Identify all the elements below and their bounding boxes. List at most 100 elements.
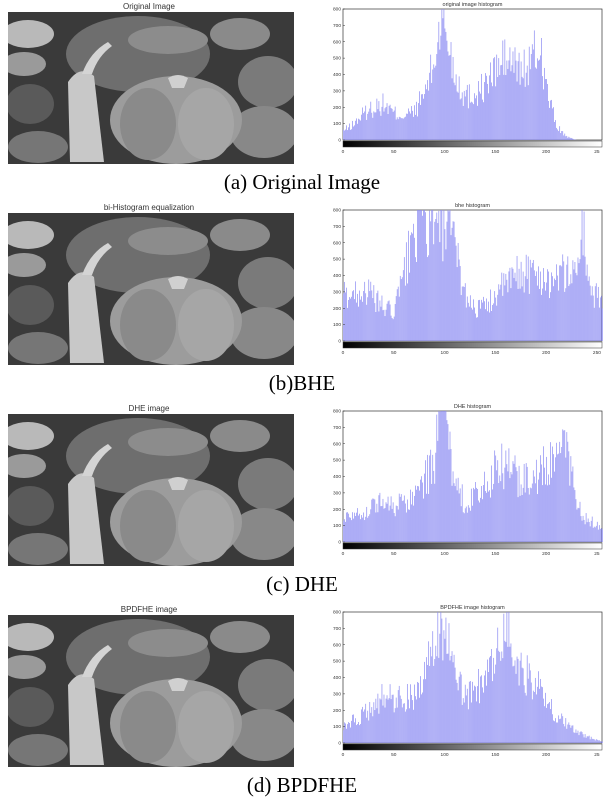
histogram-bar bbox=[394, 304, 396, 341]
histogram-bar bbox=[360, 299, 361, 341]
histogram-bar bbox=[557, 722, 559, 743]
histogram-bar bbox=[516, 656, 518, 743]
histogram-bar bbox=[531, 483, 533, 542]
histogram-bar bbox=[486, 75, 487, 140]
histogram-bar bbox=[426, 89, 427, 140]
histogram-bar bbox=[592, 295, 594, 341]
histogram-title: BPDFHE image histogram bbox=[440, 605, 505, 611]
histogram-bar bbox=[504, 467, 506, 542]
histogram-bar bbox=[415, 696, 416, 743]
histogram-bar bbox=[344, 281, 345, 341]
histogram-bar bbox=[345, 129, 346, 140]
histogram-bar bbox=[514, 660, 516, 743]
histogram-bar bbox=[572, 725, 574, 743]
histogram-bar bbox=[427, 80, 429, 140]
histogram-bar bbox=[539, 288, 540, 341]
histogram-bar bbox=[417, 210, 418, 341]
histogram-bar bbox=[421, 476, 422, 542]
histogram-bar bbox=[486, 492, 487, 542]
histogram-bar bbox=[363, 512, 365, 542]
y-tick-label: 300 bbox=[333, 88, 341, 94]
y-tick-label: 300 bbox=[333, 691, 341, 697]
peppers-photo bbox=[8, 615, 294, 767]
histogram-bar bbox=[519, 495, 521, 542]
histogram-bar bbox=[423, 679, 424, 743]
histogram-bar bbox=[442, 660, 444, 743]
histogram-bar bbox=[343, 730, 344, 743]
histogram-bar bbox=[466, 688, 468, 743]
histogram-bar bbox=[518, 465, 520, 542]
histogram-bar bbox=[431, 483, 433, 542]
histogram-bar bbox=[352, 120, 353, 140]
histogram-bar bbox=[465, 307, 467, 341]
histogram-bar bbox=[583, 519, 585, 542]
histogram-bar bbox=[351, 296, 352, 341]
histogram-bar bbox=[485, 491, 486, 542]
histogram-bar bbox=[371, 112, 373, 140]
histogram-bar bbox=[457, 92, 459, 140]
histogram-bar bbox=[492, 489, 494, 542]
histogram-bar bbox=[367, 517, 369, 542]
histogram-bar bbox=[456, 682, 458, 743]
histogram-bar bbox=[402, 118, 404, 140]
y-tick-label: 200 bbox=[333, 306, 341, 312]
histogram-bar bbox=[363, 711, 365, 743]
histogram-bar bbox=[464, 508, 466, 542]
histogram-bar bbox=[554, 121, 555, 140]
histogram-bar bbox=[460, 506, 462, 542]
histogram-bar bbox=[487, 659, 488, 743]
histogram-bar bbox=[588, 735, 590, 743]
histogram-bar bbox=[411, 106, 412, 140]
histogram-bar bbox=[570, 274, 572, 341]
histogram-bar bbox=[480, 308, 481, 341]
histogram-bar bbox=[529, 487, 531, 542]
histogram-bar bbox=[524, 692, 526, 743]
y-tick-label: 700 bbox=[333, 224, 341, 230]
histogram-bar bbox=[362, 517, 364, 542]
histogram-bar bbox=[499, 652, 501, 743]
y-tick-label: 800 bbox=[333, 409, 341, 415]
histogram-bars bbox=[343, 210, 603, 341]
histogram-bar bbox=[437, 223, 439, 341]
histogram-bar bbox=[519, 84, 521, 140]
histogram-bar bbox=[546, 282, 547, 341]
histogram-bar bbox=[573, 487, 575, 542]
histogram-bar bbox=[566, 264, 568, 341]
histogram-bar bbox=[548, 703, 549, 743]
histogram-bar bbox=[447, 51, 449, 140]
histogram-bar bbox=[479, 91, 480, 140]
histogram-bar bbox=[566, 728, 568, 743]
histogram-bar bbox=[398, 116, 400, 140]
peppers-photo bbox=[8, 414, 294, 566]
histogram-bar bbox=[559, 719, 561, 743]
x-tick-label: 100 bbox=[441, 551, 449, 557]
image-block: DHE image bbox=[4, 404, 294, 574]
histogram-bar bbox=[403, 117, 405, 140]
histogram-bar bbox=[416, 261, 417, 341]
peppers-photo bbox=[8, 12, 294, 164]
histogram-bar bbox=[366, 717, 368, 743]
histogram-bar bbox=[350, 517, 351, 542]
histogram-bar bbox=[395, 697, 397, 743]
histogram-bar bbox=[540, 455, 541, 542]
histogram-bar bbox=[396, 117, 398, 140]
histogram-bar bbox=[352, 512, 353, 542]
histogram-bar bbox=[545, 79, 546, 140]
histogram-chart: DHE histogram 0 100 200 300 400 500 600 700 800 0… bbox=[333, 404, 603, 557]
histogram-bar bbox=[364, 111, 366, 140]
histogram-bar bbox=[599, 741, 601, 743]
histogram-bar bbox=[474, 93, 475, 140]
histogram-bar bbox=[553, 720, 554, 743]
histogram-bar bbox=[534, 275, 536, 341]
histogram-bar bbox=[415, 485, 416, 542]
histogram-bar bbox=[343, 293, 344, 341]
histogram-bar bbox=[474, 685, 475, 743]
histogram-bar bbox=[578, 508, 580, 542]
histogram-bar bbox=[419, 91, 420, 140]
histogram-bar bbox=[465, 695, 467, 743]
histogram-bar bbox=[554, 471, 555, 542]
histogram-bar bbox=[445, 249, 447, 341]
histogram-bar bbox=[565, 288, 567, 341]
histogram-bar bbox=[386, 503, 388, 542]
histogram-bar bbox=[568, 136, 570, 140]
